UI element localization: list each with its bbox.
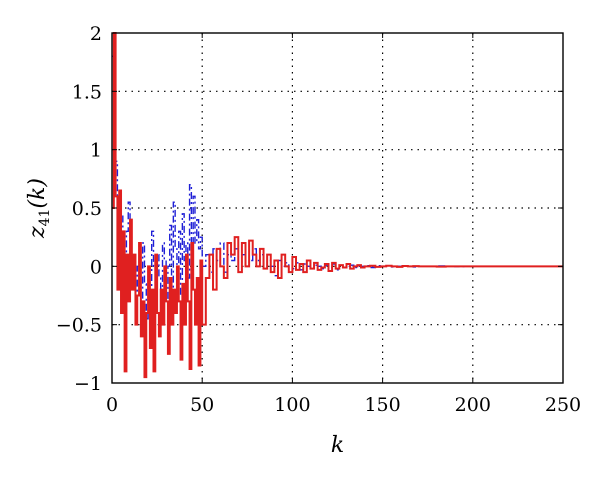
x-axis-label: k bbox=[331, 433, 344, 458]
y-tick-label: −1 bbox=[74, 373, 102, 395]
y-axis-label-subscript: 41 bbox=[37, 209, 53, 227]
series-layer bbox=[112, 32, 563, 379]
x-tick-label: 0 bbox=[106, 394, 118, 416]
y-tick-label: 2 bbox=[90, 23, 102, 45]
y-axis-label-tail: (k) bbox=[25, 178, 50, 209]
x-tick-label: 100 bbox=[274, 394, 310, 416]
y-tick-label: 0 bbox=[90, 256, 102, 278]
y-tick-label: 1 bbox=[90, 140, 102, 162]
ticks bbox=[111, 32, 564, 384]
y-axis-label-main: z bbox=[25, 226, 50, 239]
y-tick-label: −0.5 bbox=[56, 315, 102, 337]
tick-labels: 0 50 100 150 200 250 −1 −0.5 0 0.5 1 1.5 2 bbox=[56, 23, 581, 416]
x-tick-label: 50 bbox=[190, 394, 214, 416]
y-axis-label: z41(k) bbox=[25, 178, 53, 239]
x-tick-label: 250 bbox=[545, 394, 581, 416]
y-tick-label: 1.5 bbox=[72, 81, 102, 103]
x-tick-label: 150 bbox=[364, 394, 400, 416]
y-tick-label: 0.5 bbox=[72, 198, 102, 220]
series-line-2 bbox=[112, 32, 563, 379]
x-tick-label: 200 bbox=[455, 394, 491, 416]
